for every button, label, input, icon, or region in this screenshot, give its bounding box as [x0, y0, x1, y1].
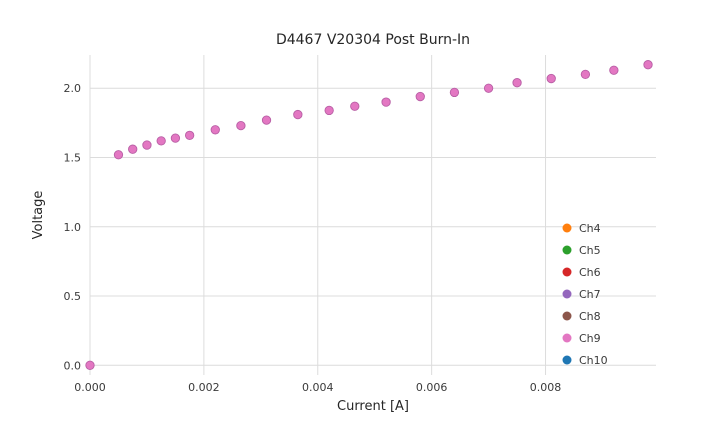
scatter-point: [546, 73, 556, 84]
grid-lines: [89, 55, 656, 375]
scatter-point: [128, 144, 138, 154]
scatter-point: [142, 140, 152, 150]
legend-label-ch4: Ch4: [579, 222, 601, 235]
scatter-point: [236, 120, 246, 131]
data-points: [85, 60, 653, 370]
x-tick-label: 0.008: [530, 381, 562, 394]
y-tick-label: 1.0: [64, 221, 82, 234]
legend-label-ch5: Ch5: [579, 244, 601, 257]
legend-label-ch8: Ch8: [579, 310, 601, 323]
legend-swatch-ch8: [562, 311, 572, 321]
scatter-point: [170, 133, 181, 143]
x-tick-label: 0.000: [74, 381, 106, 394]
scatter-point: [609, 65, 619, 75]
y-tick-label: 0.5: [64, 290, 82, 303]
scatter-point: [643, 60, 653, 70]
scatter-point: [449, 87, 460, 98]
scatter-point: [350, 101, 360, 111]
x-axis-label: Current [A]: [337, 399, 409, 414]
scatter-point: [324, 105, 334, 116]
x-tick-label: 0.004: [302, 381, 334, 394]
legend-swatch-ch7: [562, 289, 572, 299]
scatter-point: [156, 136, 166, 146]
legend-swatch-ch6: [562, 267, 572, 277]
legend-label-ch7: Ch7: [579, 288, 601, 301]
tick-labels: 0.000 0.002 0.004 0.006 0.008 0.0 0.5 1.0 1.5 2.0: [64, 82, 562, 394]
scatter-point: [580, 69, 591, 80]
x-tick-label: 0.002: [188, 381, 220, 394]
scatter-point: [293, 109, 303, 120]
scatter-point: [381, 97, 391, 107]
legend-swatch-ch5: [562, 245, 572, 255]
legend-label-ch6: Ch6: [579, 266, 601, 279]
scatter-point: [261, 115, 272, 125]
legend-swatch-ch10: [562, 355, 572, 365]
scatter-point: [113, 150, 124, 160]
scatter-point: [415, 91, 425, 102]
legend-swatch-ch9: [562, 333, 572, 343]
y-tick-label: 1.5: [64, 152, 82, 165]
scatter-point: [512, 78, 522, 88]
legend-label-ch10: Ch10: [579, 354, 608, 367]
y-tick-label: 0.0: [64, 359, 82, 372]
chart-title: D4467 V20304 Post Burn-In: [276, 32, 470, 48]
scatter-point: [483, 83, 494, 93]
y-tick-label: 2.0: [64, 82, 82, 95]
y-axis-label: Voltage: [31, 191, 46, 240]
legend-label-ch9: Ch9: [579, 332, 601, 345]
scatter-point: [210, 125, 220, 135]
x-tick-label: 0.006: [416, 381, 448, 394]
legend-swatch-ch4: [562, 223, 572, 233]
legend: Ch4 Ch5 Ch6 Ch7 Ch8 Ch9 Ch10: [562, 222, 608, 367]
scatter-point: [184, 130, 195, 140]
scatter-point: [85, 360, 95, 370]
